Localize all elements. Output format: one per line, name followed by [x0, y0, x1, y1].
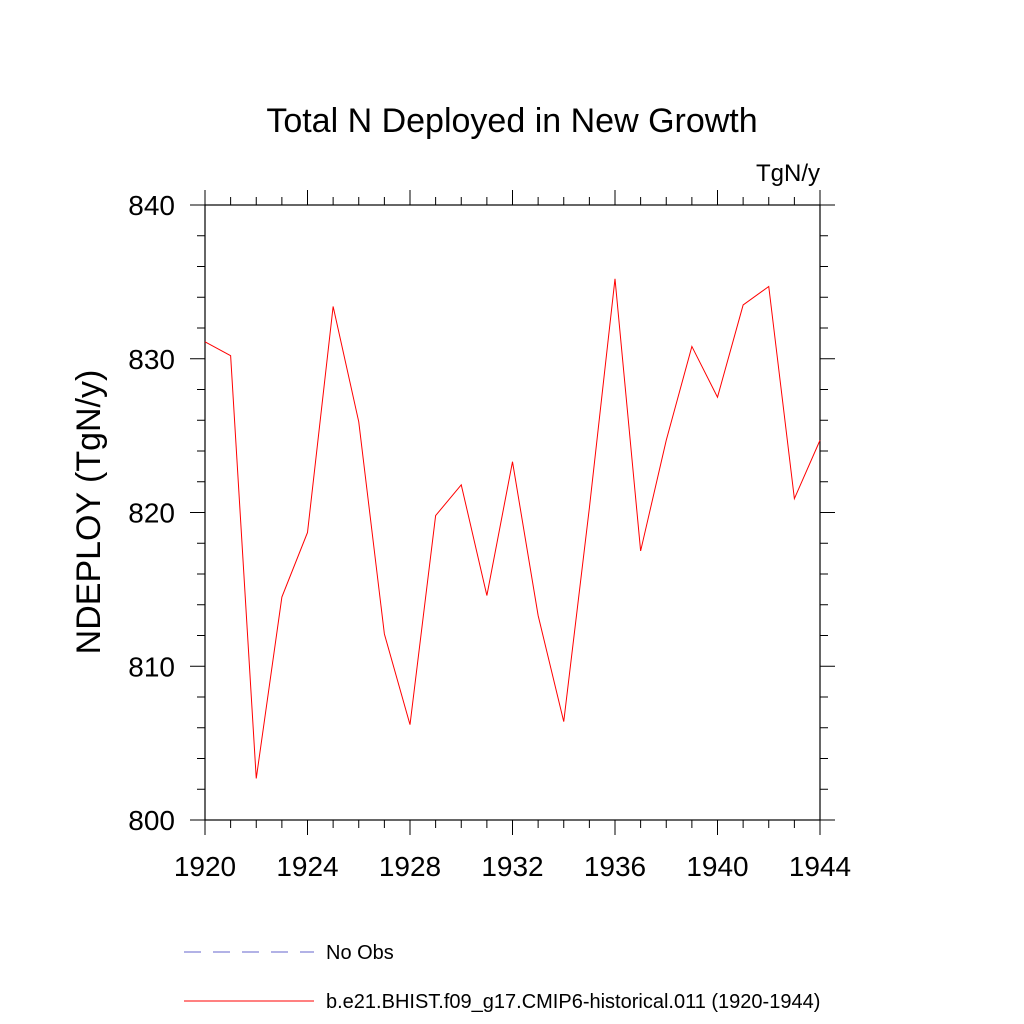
legend-label: b.e21.BHIST.f09_g17.CMIP6-historical.011…	[326, 991, 820, 1013]
tick-labels: 1920 1924 1928 1932 1936 1940 1944 800 810 820 830…	[128, 190, 851, 882]
x-tick-label: 1928	[379, 851, 441, 882]
units-label: TgN/y	[756, 160, 820, 187]
chart-title: Total N Deployed in New Growth	[266, 102, 757, 140]
legend-label: No Obs	[326, 942, 394, 964]
x-tick-label: 1924	[276, 851, 338, 882]
x-tick-label: 1944	[789, 851, 851, 882]
series-line	[204, 278, 821, 779]
x-tick-label: 1940	[686, 851, 748, 882]
y-tick-label: 810	[128, 651, 175, 682]
series-group	[204, 278, 821, 779]
legend: No Obs b.e21.BHIST.f09_g17.CMIP6-historic…	[184, 942, 820, 1013]
plot-border	[204, 204, 821, 821]
y-tick-label: 800	[128, 805, 175, 836]
x-tick-label: 1920	[174, 851, 236, 882]
x-tick-label: 1932	[481, 851, 543, 882]
x-tick-label: 1936	[584, 851, 646, 882]
plot-frame	[204, 204, 821, 821]
y-tick-label: 820	[128, 498, 175, 529]
y-tick-label: 830	[128, 344, 175, 375]
axis-ticks	[190, 190, 835, 835]
y-tick-label: 840	[128, 190, 175, 221]
y-axis-label: NDEPLOY (TgN/y)	[70, 370, 108, 655]
